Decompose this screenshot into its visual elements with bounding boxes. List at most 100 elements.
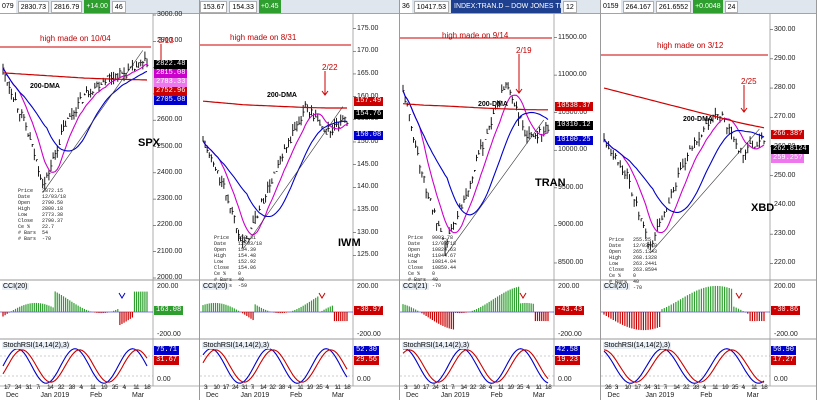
peak-date-label: 3/13 <box>158 36 174 45</box>
x-day-label: 18 <box>761 385 768 391</box>
titlebar-mid[interactable]: 264.167 <box>622 1 654 13</box>
x-day-label: 14 <box>460 385 468 391</box>
cci-axis-label: -200.00 <box>357 331 381 338</box>
info-line: Low 152.92 <box>214 259 257 265</box>
titlebar-mid[interactable]: 10417.53 <box>413 1 449 13</box>
x-day-label: 7 <box>250 385 254 391</box>
info-line: Ce % 0 <box>408 271 436 277</box>
info-line: Date 12/03/18 <box>214 241 263 247</box>
stoch-axis-label: 0.00 <box>157 376 171 383</box>
info-line: Date 12/03/18 <box>408 241 457 247</box>
titlebar-change[interactable]: +0.0048 <box>693 0 723 13</box>
titlebar-end[interactable]: 12 <box>563 1 577 13</box>
cci-value-tag: -30.97 <box>354 306 384 315</box>
stoch-k-line <box>603 348 765 384</box>
titlebar-end[interactable]: 24 <box>724 1 739 13</box>
y-tick-label: 230.00 <box>774 230 796 238</box>
price-tag: 10310.12 <box>555 121 593 130</box>
price-tag: 2822.48 <box>154 60 188 69</box>
x-day-label: 22 <box>57 385 65 391</box>
price-tag: 2705.08 <box>154 96 188 105</box>
info-line: # Bars 54 <box>18 230 49 236</box>
ohlc-info-box: Price 2872.15 Date 12/03/18 Open 2790.50 Hi… <box>18 188 66 242</box>
info-line: # Bars 40 <box>408 277 439 283</box>
y-tick-label: 3000.00 <box>157 11 183 18</box>
x-day-label: 24 <box>432 385 439 391</box>
stoch-d-line <box>202 349 348 383</box>
y-tick-label: 2200.00 <box>157 221 183 229</box>
y-tick-label: 2000.00 <box>157 274 183 281</box>
y-tick-label: 140.00 <box>357 183 379 191</box>
titlebar-right[interactable]: 261.6552 <box>655 1 692 13</box>
x-day-label: 22 <box>269 385 277 391</box>
peak-arrow-head <box>321 90 329 96</box>
titlebar-end[interactable]: 46 <box>111 1 126 13</box>
x-month-label: Dec <box>206 392 219 399</box>
chart-panel-xbd[interactable]: 0159 264.167 261.6552 +0.0048 24 300.00 290.00… <box>601 0 817 400</box>
cci-axis-label: 200.00 <box>774 283 796 290</box>
titlebar-right[interactable]: 2816.79 <box>51 1 83 13</box>
price-tag: 157.49 <box>354 97 384 106</box>
y-tick-label: 11500.00 <box>558 33 587 41</box>
info-line: Open 10824.63 <box>408 247 457 253</box>
titlebar-change[interactable]: +0.45 <box>258 0 281 13</box>
info-line: Price 9003.78 <box>408 235 454 241</box>
titlebar-mid[interactable]: 153.67 <box>200 1 228 13</box>
titlebar-change[interactable]: +14.00 <box>84 0 110 13</box>
y-tick-label: 10000.00 <box>558 146 588 154</box>
chart-titlebar: 0159 264.167 261.6552 +0.0048 24 <box>601 0 816 14</box>
x-day-label: 25 <box>516 385 524 391</box>
x-day-label: 31 <box>25 385 33 391</box>
stoch-value-tag: 50.90 <box>771 346 797 355</box>
x-month-label: Jan 2019 <box>440 392 470 399</box>
x-day-label: 3 <box>614 385 619 391</box>
x-day-label: 10 <box>624 385 632 391</box>
cci-value-tag: 163.08 <box>154 306 184 315</box>
x-day-label: 4 <box>741 385 745 391</box>
titlebar-left[interactable]: 0159 <box>601 0 621 13</box>
info-line: Date 12/03/18 <box>18 194 67 200</box>
stoch-value-tag: 19.23 <box>555 356 581 365</box>
chart-panel-iwm[interactable]: 153.67154.33+0.45175.00170.00165.00160.0… <box>200 0 400 400</box>
stoch-d-line <box>603 349 765 383</box>
x-day-label: 18 <box>344 385 351 391</box>
x-day-label: 19 <box>722 385 729 391</box>
x-day-label: 11 <box>90 385 97 391</box>
x-day-label: 4 <box>526 385 530 391</box>
titlebar-right[interactable]: 154.33 <box>229 1 257 13</box>
cci-caret <box>735 292 743 299</box>
titlebar-name[interactable]: INDEX:TRAN.D – DOW JONES TRANSP <box>451 0 561 13</box>
x-day-label: 11 <box>297 385 304 391</box>
fast-ma-line <box>2 63 148 173</box>
titlebar-left[interactable]: 079 <box>0 0 16 13</box>
info-line: High 154.48 <box>214 253 257 259</box>
cci-caret <box>519 292 527 299</box>
x-day-label: 10 <box>413 385 421 391</box>
price-tag: 266.38? <box>771 130 805 139</box>
fast-ma-line <box>202 113 348 236</box>
x-day-label: 4 <box>79 385 83 391</box>
x-month-label: Feb <box>700 392 713 399</box>
info-line: Price 150.31 <box>214 235 257 241</box>
info-line: Price 2872.15 <box>18 188 64 194</box>
stoch-value-tag: 17.27 <box>771 356 797 365</box>
info-line: Price 255.25 <box>609 237 652 243</box>
x-month-label: Jan 2019 <box>240 392 270 399</box>
ohlc-info-box: Price 9003.78 Date 12/03/18 Open 10824.63 H… <box>408 235 456 289</box>
slow-ma-line <box>2 67 148 152</box>
price-tag: 262.8124 <box>771 145 809 154</box>
y-tick-label: 170.00 <box>357 47 379 55</box>
titlebar-mid[interactable]: 2830.73 <box>17 1 49 13</box>
x-day-label: 19 <box>100 385 108 391</box>
chart-panel-spx[interactable]: 079 2830.73 2816.79 +14.00 46 3000.00 2900.00 2… <box>0 0 200 400</box>
info-line: Close 263.8594 <box>609 267 658 273</box>
price-bars <box>2 51 149 189</box>
x-day-label: 31 <box>241 385 249 391</box>
info-line: High 2800.18 <box>18 206 64 212</box>
x-day-label: 18 <box>144 385 151 391</box>
titlebar-left[interactable]: 36 <box>400 0 412 13</box>
stoch-value-tag: 42.58 <box>555 346 581 355</box>
info-line: Ce % 0 <box>214 271 242 277</box>
stoch-value-tag: 52.30 <box>354 346 380 355</box>
